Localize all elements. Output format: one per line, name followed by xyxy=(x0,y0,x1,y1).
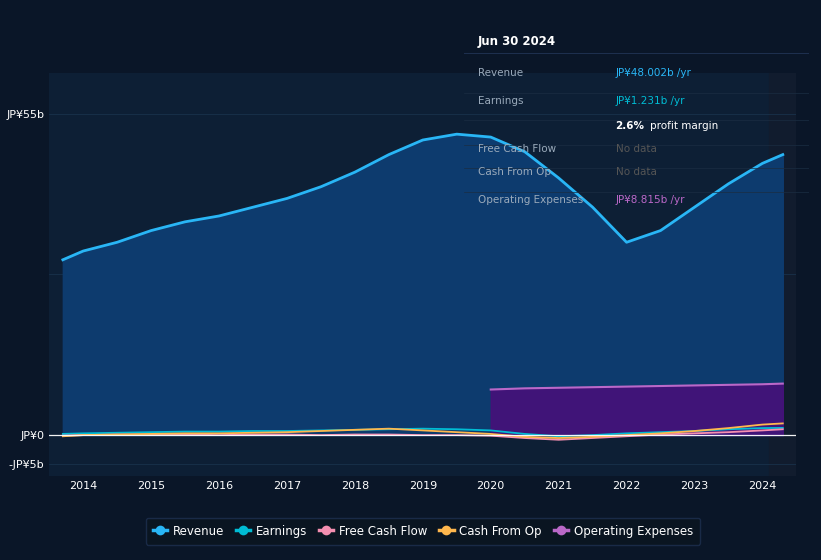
Text: profit margin: profit margin xyxy=(650,120,718,130)
Text: Operating Expenses: Operating Expenses xyxy=(478,195,583,205)
Text: JP¥48.002b /yr: JP¥48.002b /yr xyxy=(616,68,691,78)
Text: Cash From Op: Cash From Op xyxy=(478,167,551,178)
Text: Earnings: Earnings xyxy=(478,96,523,106)
Text: Free Cash Flow: Free Cash Flow xyxy=(478,144,556,154)
Text: Jun 30 2024: Jun 30 2024 xyxy=(478,35,556,48)
Text: No data: No data xyxy=(616,144,657,154)
Text: JP¥8.815b /yr: JP¥8.815b /yr xyxy=(616,195,685,205)
Bar xyxy=(769,73,796,476)
Text: JP¥1.231b /yr: JP¥1.231b /yr xyxy=(616,96,685,106)
Legend: Revenue, Earnings, Free Cash Flow, Cash From Op, Operating Expenses: Revenue, Earnings, Free Cash Flow, Cash … xyxy=(145,517,700,545)
Text: 2.6%: 2.6% xyxy=(616,120,644,130)
Text: No data: No data xyxy=(616,167,657,178)
Text: Revenue: Revenue xyxy=(478,68,523,78)
